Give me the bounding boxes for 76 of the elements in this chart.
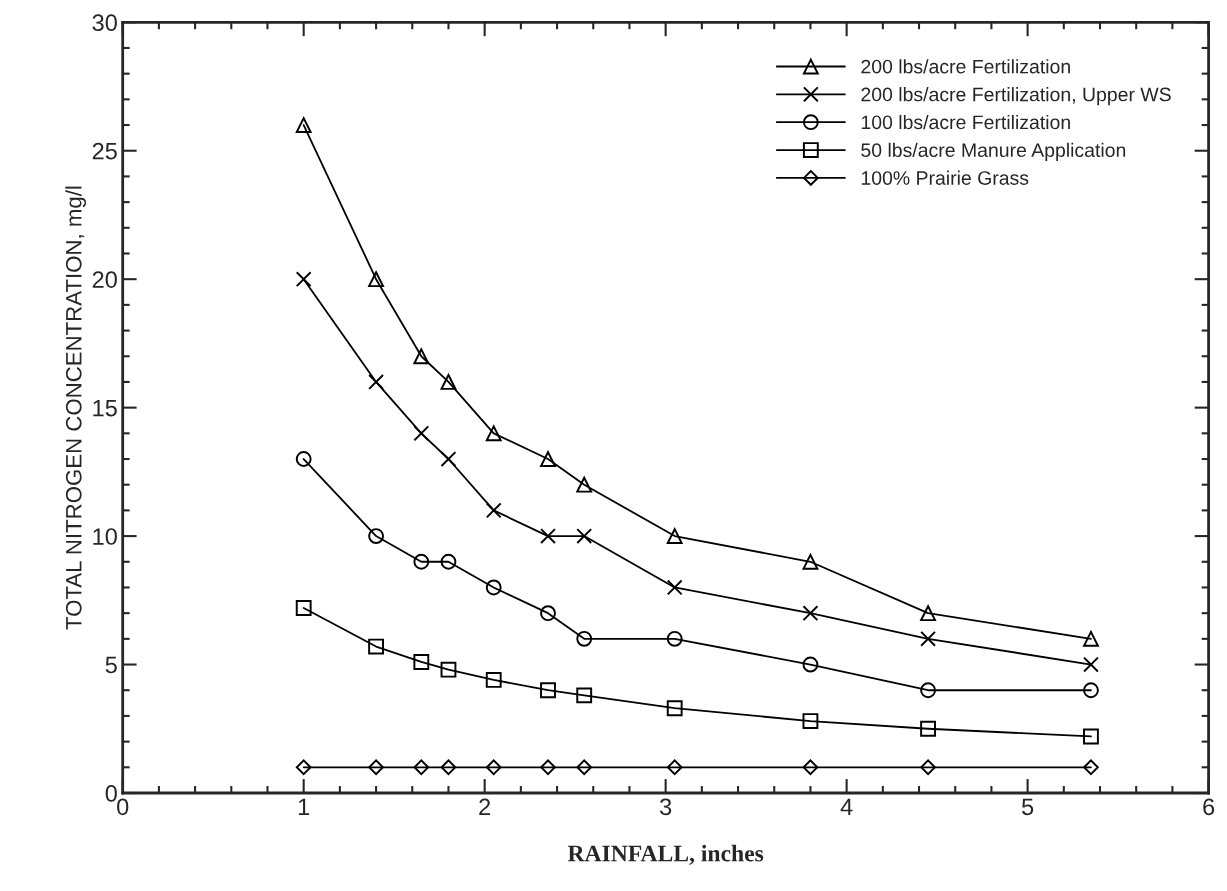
point [368, 528, 384, 544]
point [920, 630, 936, 647]
point [485, 579, 502, 596]
point [920, 759, 936, 776]
point [413, 654, 430, 670]
point [540, 451, 556, 467]
point [576, 687, 593, 704]
point [802, 605, 819, 622]
point [920, 682, 936, 699]
x-tick-label: 4 [840, 798, 853, 815]
point [440, 451, 457, 467]
point [368, 374, 384, 390]
point [666, 528, 683, 544]
point [540, 528, 556, 544]
y-tick-label: 10 [93, 528, 117, 545]
point [295, 117, 312, 133]
y-tick-label: 30 [92, 14, 117, 32]
x-tick-label: 2 [479, 798, 491, 815]
point [1083, 728, 1099, 745]
point [576, 630, 593, 647]
point [576, 476, 593, 493]
x-tick-label: 1 [298, 798, 310, 815]
point [540, 759, 556, 776]
legend-label: 200 lbs/acre Fertilization [861, 59, 1070, 74]
y-tick-label: 15 [93, 399, 117, 417]
point [413, 348, 430, 365]
point [1083, 656, 1099, 673]
point [368, 271, 384, 288]
point [540, 605, 556, 622]
point [440, 553, 457, 570]
point [666, 630, 683, 647]
point [802, 713, 819, 729]
y-axis-title: TOTAL NITROGEN CONCENTRATION, mg/l [65, 186, 87, 630]
point [295, 271, 312, 288]
point [295, 759, 312, 776]
point [368, 759, 384, 776]
point [576, 528, 593, 544]
point [485, 502, 502, 519]
x-axis-title: RAINFALL, inches [567, 844, 764, 865]
point [485, 759, 502, 776]
y-tick-label: 25 [92, 142, 117, 160]
y-tick-label: 20 [92, 271, 117, 288]
x-tick-label: 6 [1203, 798, 1215, 816]
point [368, 638, 384, 655]
point [576, 759, 593, 776]
point [485, 425, 502, 442]
point [802, 656, 819, 673]
x-tick-label: 3 [659, 798, 672, 816]
point [666, 579, 683, 596]
point [802, 759, 819, 776]
point [1083, 759, 1099, 776]
legend-label: 100% Prairie Grass [861, 170, 1029, 185]
point [1083, 682, 1099, 699]
point [295, 451, 312, 467]
point [485, 672, 502, 688]
legend-label: 100 lbs/acre Fertilization [861, 114, 1070, 130]
point [413, 425, 430, 442]
point [920, 720, 936, 737]
point [413, 553, 430, 570]
point [666, 700, 683, 717]
point [295, 600, 312, 616]
point [413, 759, 430, 776]
legend-label: 200 lbs/acre Fertilization, Upper WS [861, 87, 1171, 106]
legend-label: 50 lbs/acre Manure Application [861, 142, 1126, 161]
x-tick-label: 5 [1021, 798, 1034, 816]
y-tick-label: 5 [105, 656, 117, 674]
point [440, 374, 457, 390]
point [802, 553, 819, 570]
y-tick-label: 0 [105, 785, 117, 802]
point [1083, 630, 1099, 647]
point [920, 605, 936, 622]
point [440, 759, 457, 776]
point [540, 682, 556, 699]
x-tick-label: 0 [117, 798, 129, 816]
point [666, 759, 683, 776]
point [440, 661, 457, 678]
